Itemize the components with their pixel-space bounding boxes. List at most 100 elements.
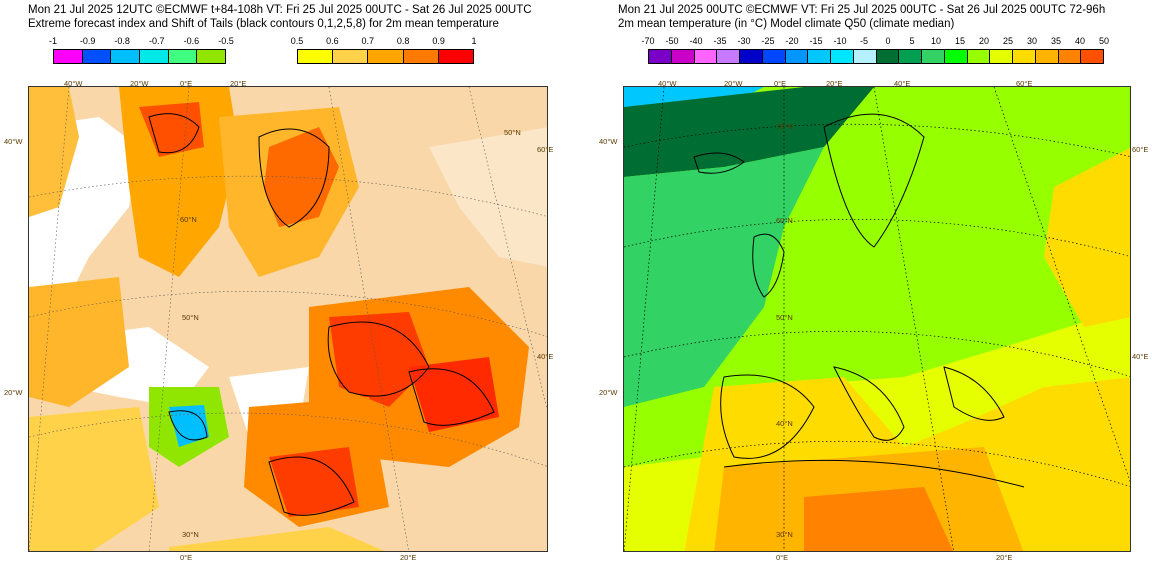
climate-legend-color-box: [762, 50, 786, 63]
efi-right-label-40e: 40°E: [537, 352, 554, 361]
efi-left-label-40w: 40°W: [4, 137, 23, 146]
efi-title-line1: Mon 21 Jul 2025 12UTC ©ECMWF t+84-108h V…: [28, 4, 532, 16]
efi-positive-legend-tick-label: 0.5: [290, 36, 304, 46]
climate-coastlines: [693, 113, 1025, 488]
climate-right-label-40e: 40°E: [1132, 352, 1149, 361]
climate-legend-tick-label: 10: [930, 36, 942, 46]
efi-positive-legend-tick-label: 0.9: [432, 36, 445, 46]
climate-legend-tick-label: 20: [978, 36, 990, 46]
efi-positive-legend-color-box: [403, 50, 439, 63]
climate-map[interactable]: [623, 86, 1131, 552]
efi-inner-label-60n: 60°N: [180, 215, 197, 224]
efi-bottom-label-20e: 20°E: [400, 553, 417, 562]
efi-negative-legend-tick-label: -0.6: [183, 36, 200, 46]
climate-legend-color-box: [740, 50, 763, 63]
efi-inner-label-50n: 50°N: [182, 313, 199, 322]
climate-legend-color-box: [967, 50, 991, 63]
efi-negative-legend-tick-label: -0.9: [79, 36, 96, 46]
climate-area-greenland-sea: [624, 87, 874, 177]
efi-inner-label-50n-east: 50°N: [504, 128, 521, 137]
climate-area-russia-warm: [1044, 148, 1130, 327]
efi-anomaly-italy-core: [269, 447, 359, 517]
climate-inner-label-30n: 30°N: [776, 530, 793, 539]
climate-legend-color-box: [1035, 50, 1059, 63]
efi-negative-legend: -1 -0.9 -0.8 -0.7 -0.6 -0.5: [49, 36, 234, 64]
climate-inner-label-40n: 40°N: [776, 419, 793, 428]
efi-negative-legend-tick-label: -0.7: [149, 36, 165, 46]
climate-graticule: [624, 87, 1130, 551]
efi-right-label-60e: 60°E: [537, 145, 554, 154]
efi-bottom-label-0e: 0°E: [180, 553, 193, 562]
climate-legend-color-box: [876, 50, 900, 63]
climate-legend-color-box: [899, 50, 922, 63]
efi-panel: Mon 21 Jul 2025 12UTC ©ECMWF t+84-108h V…: [4, 0, 576, 564]
climate-legend-color-box: [853, 50, 877, 63]
climate-legend-color-box: [990, 50, 1013, 63]
climate-legend-tick-label: 35: [1050, 36, 1062, 46]
climate-legend-color-box: [944, 50, 968, 63]
climate-legend-color-box: [831, 50, 854, 63]
climate-map-canvas: [624, 87, 1130, 551]
efi-title-line2: Extreme forecast index and Shift of Tail…: [28, 18, 499, 30]
climate-legend-color-box: [717, 50, 740, 63]
efi-lon-label-20w: 20°W: [130, 79, 149, 88]
efi-map[interactable]: [28, 86, 548, 552]
climate-legend-color-box: [785, 50, 809, 63]
climate-left-label-40w: 40°W: [599, 137, 618, 146]
climate-legend-color-box: [694, 50, 718, 63]
efi-negative-legend-color-box: [197, 50, 226, 63]
climate-legend-tick-label: -50: [665, 36, 679, 46]
efi-negative-legend-color-box: [54, 50, 83, 63]
climate-legend: -70 -50 -40 -35 -30 -25 -20 -15 -10 -5 0 5 10 15 20 25 3…: [641, 36, 1109, 64]
efi-positive-legend-tick-label: 0.8: [396, 36, 410, 46]
efi-inner-label-30n: 30°N: [182, 530, 199, 539]
efi-positive-legend: 0.5 0.6 0.7 0.8 0.9 1: [291, 36, 477, 64]
climate-lon-label-60e: 60°E: [1016, 79, 1033, 88]
efi-lon-label-0e: 0°E: [180, 79, 193, 88]
climate-lon-label-20w: 20°W: [724, 79, 743, 88]
efi-positive-legend-color-box: [368, 50, 404, 63]
efi-positive-legend-labels: 0.5 0.6 0.7 0.8 0.9 1: [291, 36, 477, 49]
efi-negative-legend-tick-label: -1: [48, 36, 58, 46]
climate-inner-label-60n: 60°N: [776, 216, 793, 225]
climate-bottom-label-0e: 0°E: [776, 553, 789, 562]
efi-negative-legend-labels: -1 -0.9 -0.8 -0.7 -0.6 -0.5: [49, 36, 234, 49]
efi-contours: [148, 113, 495, 516]
efi-negative-legend-color-box: [168, 50, 198, 63]
efi-map-canvas: [29, 87, 547, 551]
climate-area-sahara-hot: [804, 487, 954, 551]
climate-legend-tick-label: -25: [761, 36, 775, 46]
climate-bottom-label-20e: 20°E: [996, 553, 1013, 562]
efi-anomaly-uk: [119, 87, 239, 277]
climate-legend-tick-label: -15: [809, 36, 823, 46]
climate-lon-label-0e: 0°E: [774, 79, 787, 88]
efi-positive-legend-color-box: [333, 50, 369, 63]
climate-panel: Mon 21 Jul 2025 00UTC ©ECMWF VT: Fri 25 …: [599, 0, 1152, 564]
climate-legend-color-box: [808, 50, 831, 63]
climate-legend-color-box: [671, 50, 695, 63]
climate-legend-tick-label: 5: [909, 36, 915, 46]
efi-positive-legend-tick-label: 0.6: [326, 36, 339, 46]
climate-legend-tick-label: 50: [1098, 36, 1110, 46]
efi-anomaly-iberia: [29, 407, 159, 551]
efi-anomaly-scandinavia-core: [264, 127, 339, 227]
climate-legend-tick-label: -30: [737, 36, 751, 46]
efi-negative-legend-color-box: [82, 50, 112, 63]
climate-legend-tick-label: -35: [713, 36, 727, 46]
climate-legend-tick-label: -20: [785, 36, 799, 46]
efi-negative-legend-color-box: [111, 50, 141, 63]
climate-inner-label-50n: 50°N: [776, 313, 793, 322]
climate-legend-colorbar: [648, 49, 1104, 64]
efi-lon-label-40w: 40°W: [64, 79, 83, 88]
efi-graticule: [29, 87, 547, 551]
efi-anomaly-north-africa: [169, 527, 385, 551]
efi-anomaly-atlantic: [29, 277, 129, 407]
efi-negative-legend-colorbar: [53, 49, 226, 64]
climate-legend-tick-label: -70: [641, 36, 655, 46]
efi-left-label-20w: 20°W: [4, 388, 23, 397]
climate-title-line1: Mon 21 Jul 2025 00UTC ©ECMWF VT: Fri 25 …: [618, 4, 1106, 16]
efi-negative-legend-tick-label: -0.5: [218, 36, 234, 46]
climate-legend-tick-label: -40: [689, 36, 703, 46]
climate-lon-label-20e: 20°E: [826, 79, 843, 88]
climate-legend-tick-label: -5: [859, 36, 869, 46]
